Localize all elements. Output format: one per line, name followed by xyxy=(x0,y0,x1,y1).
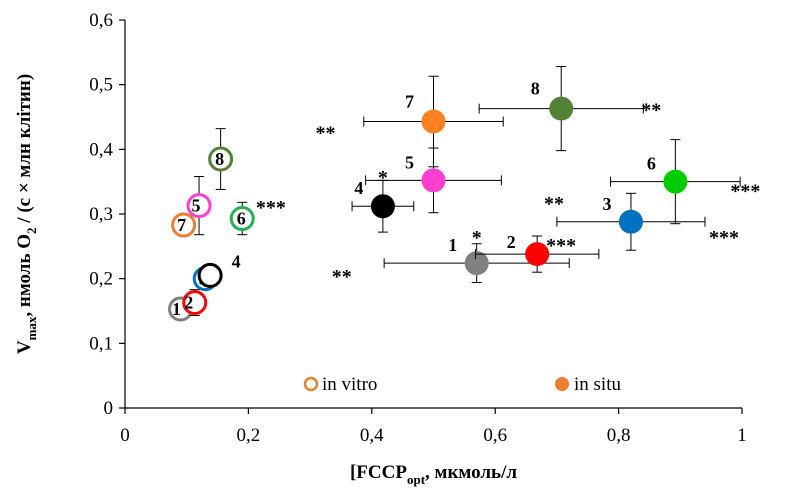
legend-in-vitro-label: in vitro xyxy=(322,374,377,395)
legend-in-situ-marker xyxy=(555,377,569,391)
in-vitro-point-5 xyxy=(186,193,212,219)
in-situ-point-label-2: 2 xyxy=(507,232,516,252)
y-tick-label: 0,5 xyxy=(89,75,113,96)
y-tick-label: 0 xyxy=(104,398,114,419)
y-axis-title-sub: max xyxy=(24,316,39,340)
x-tick-label: 0,6 xyxy=(483,425,507,446)
legend: in vitro in situ xyxy=(303,374,621,395)
y-axis-title-sub2: 2 xyxy=(24,227,39,234)
legend-in-situ-label: in situ xyxy=(574,374,621,395)
in-situ-point-label-1: 1 xyxy=(448,235,457,255)
in-situ-point-label-4: 4 xyxy=(354,178,363,198)
y-tick-label: 0,6 xyxy=(89,10,113,31)
in-vitro-point-7 xyxy=(171,212,197,238)
significance-marker: ** xyxy=(641,100,661,122)
significance-marker: ** xyxy=(316,123,336,145)
y-axis-title-main: V xyxy=(14,340,35,354)
in-vitro-point-8 xyxy=(208,146,234,172)
y-tick-label: 0,4 xyxy=(89,139,113,160)
in-situ-point-label-6: 6 xyxy=(647,154,656,174)
significance-marker: *** xyxy=(730,181,760,203)
in-situ-point-5 xyxy=(421,168,446,193)
in-vitro-point-label-1: 1 xyxy=(172,299,181,319)
x-tick-label: 0,4 xyxy=(360,425,384,446)
in-situ-point-8 xyxy=(549,96,574,121)
in-situ-point-label-5: 5 xyxy=(405,152,414,172)
y-axis-title-end: / (с × млн клітин) xyxy=(14,74,35,228)
significance-marker: ** xyxy=(544,193,564,215)
in-situ-point-6 xyxy=(663,169,688,194)
x-tick-label: 1 xyxy=(737,425,747,446)
in-situ-point-4 xyxy=(370,194,395,219)
in-vitro-point-label-8: 8 xyxy=(215,149,224,169)
legend-in-vitro-marker xyxy=(303,376,319,392)
in-situ-point-1 xyxy=(464,251,489,276)
significance-marker: *** xyxy=(546,235,576,257)
in-vitro-point-label-6: 6 xyxy=(237,209,246,229)
in-situ-point-label-8: 8 xyxy=(531,79,540,99)
significance-marker: *** xyxy=(256,197,286,219)
x-axis-title-main: [FCCP xyxy=(350,462,407,483)
in-situ-point-3 xyxy=(618,209,643,234)
y-tick-label: 0,1 xyxy=(89,333,113,354)
in-vitro-point-4 xyxy=(197,262,223,288)
x-tick-label: 0,2 xyxy=(237,425,261,446)
y-tick-label: 0,3 xyxy=(89,204,113,225)
y-axis-title: Vmax, нмоль O2 / (с × млн клітин) xyxy=(14,74,39,354)
in-vitro-point-label-5: 5 xyxy=(192,196,201,216)
in-vitro-point-label-2: 2 xyxy=(184,293,193,313)
y-axis-title-mid: , нмоль O xyxy=(14,234,35,317)
y-tick-label: 0,2 xyxy=(89,269,113,290)
significance-marker: *** xyxy=(709,227,739,249)
x-axis-title-unit: , мкмоль/л xyxy=(425,462,517,483)
significance-marker: ** xyxy=(332,266,352,288)
in-situ-point-label-7: 7 xyxy=(405,92,414,112)
in-vitro-point-label-4: 4 xyxy=(232,251,241,271)
in-vitro-point-label-7: 7 xyxy=(177,215,186,235)
in-vitro-point-2 xyxy=(182,290,208,316)
in-vitro-point-6 xyxy=(229,206,255,232)
significance-marker: * xyxy=(378,167,388,189)
in-situ-point-2 xyxy=(525,242,550,267)
x-axis-title-sub: opt xyxy=(407,472,426,487)
x-tick-label: 0 xyxy=(120,425,130,446)
in-situ-point-label-3: 3 xyxy=(602,194,611,214)
x-tick-label: 0,8 xyxy=(607,425,631,446)
x-axis-title: [FCCPopt, мкмоль/л xyxy=(350,462,517,487)
significance-marker: * xyxy=(472,227,482,249)
in-situ-point-7 xyxy=(421,109,446,134)
